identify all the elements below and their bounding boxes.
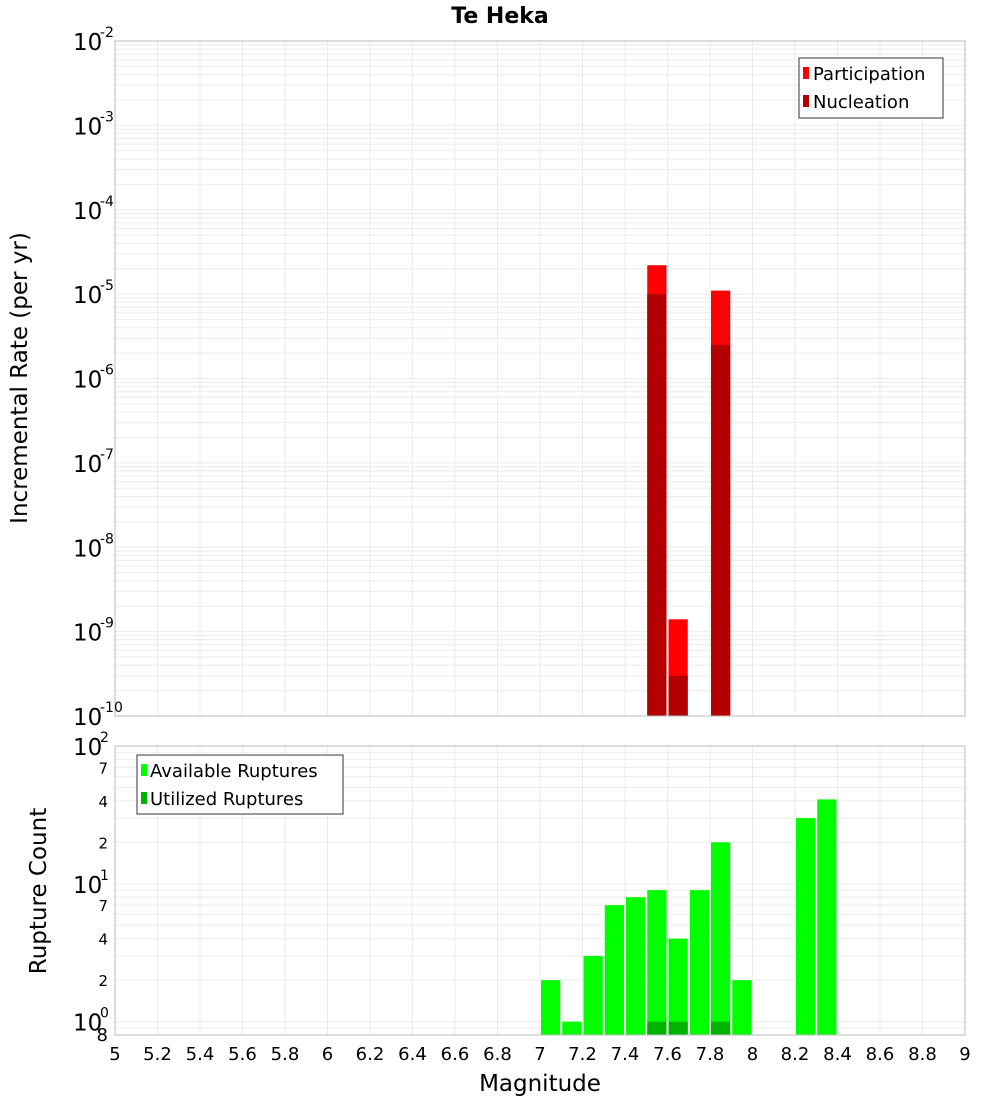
rate-legend-box [798, 57, 944, 119]
count-bar-a [796, 818, 816, 1035]
count-bar-a [668, 938, 688, 1035]
x-ticks: 5 5.2 5.4 5.6 5.8 6 6.2 6.4 6.6 6.8 7 7.2 7.4 7.6 7.8 8… [109, 1044, 970, 1065]
rate-legend: Participation Nucleation [798, 57, 944, 119]
count-plot-frame [114, 745, 966, 1036]
rate-y-axis-label: Incremental Rate (per yr) [7, 232, 33, 524]
rate-y-tick-base: 10 [73, 452, 102, 478]
x-tick-label: 7.4 [611, 1044, 640, 1065]
legend-label-utilized: Utilized Ruptures [150, 789, 303, 810]
count-bar-a [626, 897, 646, 1035]
rate-y-tick-base: 10 [73, 536, 102, 562]
count-y-tick-base: 10 [73, 1011, 102, 1037]
x-tick-label: 7.6 [653, 1044, 682, 1065]
rate-y-tick-base: 10 [73, 705, 102, 731]
x-tick-label: 7 [534, 1044, 545, 1065]
count-bar-b [711, 1021, 731, 1035]
count-bar-a [562, 1021, 582, 1035]
legend-swatch-nucleation [803, 95, 809, 107]
x-tick-label: 9 [959, 1044, 970, 1065]
count-y-tick-exponent: 0 [100, 1006, 109, 1022]
rate-y-tick-exponent: -2 [100, 25, 114, 41]
rate-y-tick-base: 10 [73, 114, 102, 140]
x-tick-label: 8.8 [908, 1044, 937, 1065]
count-legend: Available Ruptures Utilized Ruptures [136, 754, 344, 815]
legend-label-participation: Participation [813, 64, 925, 85]
legend-swatch-participation [803, 67, 809, 79]
count-y-minor-tick: 2 [98, 834, 108, 852]
count-bar-a [541, 980, 561, 1035]
x-tick-label: 6.8 [483, 1044, 512, 1065]
x-tick-label: 6.2 [356, 1044, 385, 1065]
rate-y-tick-base: 10 [73, 368, 102, 394]
count-bar-a [689, 890, 709, 1035]
legend-swatch-utilized [141, 792, 147, 804]
rate-y-tick-exponent: -6 [100, 363, 114, 379]
rate-y-tick-exponent: -4 [100, 194, 114, 210]
rate-y-tick-exponent: -5 [100, 278, 114, 294]
count-bar-b [668, 1021, 688, 1035]
x-tick-label: 5.4 [186, 1044, 215, 1065]
rate-bars [647, 265, 731, 716]
count-y-axis-label: Rupture Count [26, 808, 52, 974]
x-tick-label: 7.2 [568, 1044, 597, 1065]
x-tick-label: 8.4 [823, 1044, 852, 1065]
rate-y-tick-exponent: -9 [100, 616, 114, 632]
rate-bar-b [668, 675, 688, 716]
count-y-tick-base: 10 [73, 873, 102, 899]
count-y-minor-tick: 7 [98, 759, 108, 777]
count-y-minor-tick: 4 [98, 793, 108, 811]
count-y-minor-tick: 4 [98, 931, 108, 949]
x-tick-label: 5.8 [271, 1044, 300, 1065]
x-tick-label: 8.2 [781, 1044, 810, 1065]
rate-grid [114, 41, 966, 717]
count-legend-box [136, 754, 344, 815]
count-bar-a [817, 799, 837, 1035]
count-bar-a [647, 890, 667, 1035]
legend-label-available: Available Ruptures [150, 761, 318, 782]
x-tick-label: 8 [747, 1044, 758, 1065]
count-bar-b [647, 1021, 667, 1035]
rate-plot-frame [114, 40, 966, 717]
rate-y-tick-base: 10 [73, 30, 102, 56]
x-tick-label: 6 [322, 1044, 333, 1065]
count-bar-a [583, 955, 603, 1035]
count-y-tick-exponent: 1 [100, 868, 109, 884]
x-tick-label: 7.8 [696, 1044, 725, 1065]
count-y-tick-exponent: 2 [100, 730, 109, 746]
count-y-tick-base: 10 [73, 735, 102, 761]
count-bar-a [604, 905, 624, 1035]
count-bar-a [732, 980, 752, 1035]
x-tick-label: 6.6 [441, 1044, 470, 1065]
x-tick-label: 8.6 [866, 1044, 895, 1065]
count-y-minor-tick: 8 [97, 1025, 108, 1046]
rate-y-tick-exponent: -10 [100, 700, 123, 716]
rate-bar-b [647, 294, 667, 716]
x-tick-label: 6.4 [398, 1044, 427, 1065]
x-axis-label: Magnitude [479, 1071, 601, 1097]
count-y-minor-tick: 7 [98, 897, 108, 915]
rate-y-tick-exponent: -3 [100, 109, 114, 125]
rate-y-tick-exponent: -7 [100, 447, 114, 463]
x-tick-label: 5.2 [143, 1044, 172, 1065]
rate-y-tick-exponent: -8 [100, 531, 114, 547]
legend-swatch-available [141, 764, 147, 776]
count-bar-a [711, 842, 731, 1035]
count-y-minor-tick: 2 [98, 972, 108, 990]
x-tick-label: 5.6 [228, 1044, 257, 1065]
legend-label-nucleation: Nucleation [813, 92, 909, 113]
count-bars [541, 799, 837, 1035]
x-tick-label: 5 [109, 1044, 120, 1065]
rate-y-tick-base: 10 [73, 621, 102, 647]
chart-title: Te Heka [451, 4, 548, 29]
rate-bar-b [711, 344, 731, 716]
rate-y-tick-base: 10 [73, 199, 102, 225]
rate-y-tick-base: 10 [73, 283, 102, 309]
